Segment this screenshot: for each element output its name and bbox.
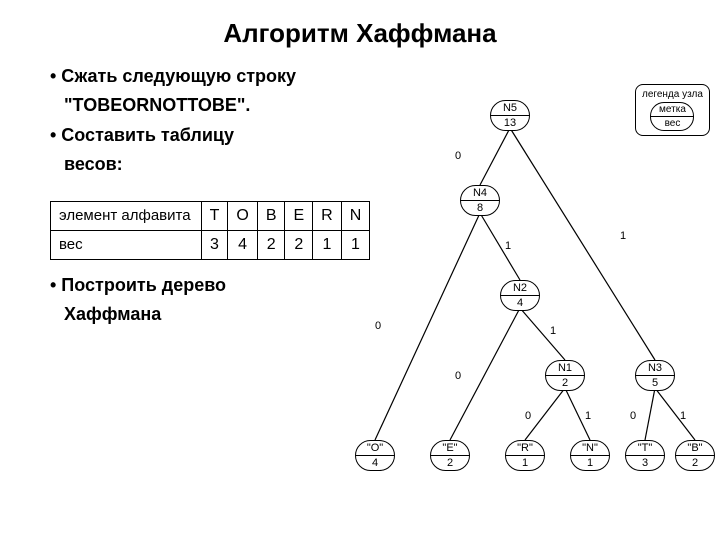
edge-label: 1 — [550, 325, 556, 337]
tree-node-e: "E"2 — [430, 440, 470, 471]
edge-label: 0 — [375, 320, 381, 332]
hdr-2: B — [257, 201, 285, 230]
tree-node-n1: N12 — [545, 360, 585, 391]
tree-edge — [510, 128, 655, 360]
node-label: N1 — [546, 361, 584, 376]
node-label: "O" — [356, 441, 394, 456]
node-label: "B" — [676, 441, 714, 456]
node-weight: 2 — [546, 376, 584, 390]
w-3: 2 — [285, 230, 313, 259]
node-label: N3 — [636, 361, 674, 376]
tree-node-n: "N"1 — [570, 440, 610, 471]
edge-label: 1 — [620, 230, 626, 242]
huffman-tree: легенда узла метка вес N513N48N24N12N35"… — [345, 90, 715, 520]
node-weight: 1 — [506, 456, 544, 470]
tree-edge — [480, 213, 520, 280]
table-row-weights: вес 3 4 2 2 1 1 — [51, 230, 370, 259]
node-label: "N" — [571, 441, 609, 456]
legend-node-top: метка — [651, 103, 693, 117]
tree-edge — [655, 388, 695, 440]
hdr-0: T — [201, 201, 228, 230]
node-weight: 13 — [491, 116, 529, 130]
edge-label: 0 — [630, 410, 636, 422]
node-weight: 2 — [676, 456, 714, 470]
edge-label: 0 — [455, 370, 461, 382]
node-label: N2 — [501, 281, 539, 296]
w-4: 1 — [313, 230, 342, 259]
tree-node-t: "T"3 — [625, 440, 665, 471]
legend-box: легенда узла метка вес — [635, 84, 710, 136]
tree-node-n2: N24 — [500, 280, 540, 311]
weights-table: элемент алфавита T O B E R N вес 3 4 2 2… — [50, 201, 370, 260]
node-label: "R" — [506, 441, 544, 456]
tree-node-b: "B"2 — [675, 440, 715, 471]
node-label: N4 — [461, 186, 499, 201]
node-weight: 5 — [636, 376, 674, 390]
w-0: 3 — [201, 230, 228, 259]
node-weight: 8 — [461, 201, 499, 215]
tree-node-o: "O"4 — [355, 440, 395, 471]
node-weight: 4 — [501, 296, 539, 310]
w-2: 2 — [257, 230, 285, 259]
node-weight: 1 — [571, 456, 609, 470]
w-1: 4 — [228, 230, 257, 259]
hdr-4: R — [313, 201, 342, 230]
hdr-3: E — [285, 201, 313, 230]
tree-edge — [520, 308, 565, 360]
row1-label: элемент алфавита — [51, 201, 202, 230]
node-weight: 4 — [356, 456, 394, 470]
node-weight: 2 — [431, 456, 469, 470]
legend-title: легенда узла — [642, 89, 703, 100]
node-label: N5 — [491, 101, 529, 116]
tree-node-n3: N35 — [635, 360, 675, 391]
edge-label: 1 — [680, 410, 686, 422]
bullet-1: • Сжать следующую строку — [50, 65, 690, 88]
tree-edge — [645, 388, 655, 440]
edge-label: 0 — [525, 410, 531, 422]
page-title: Алгоритм Хаффмана — [0, 0, 720, 49]
edge-label: 0 — [455, 150, 461, 162]
legend-node: метка вес — [650, 102, 694, 131]
node-label: "E" — [431, 441, 469, 456]
edge-label: 1 — [585, 410, 591, 422]
table-row-header: элемент алфавита T O B E R N — [51, 201, 370, 230]
row2-label: вес — [51, 230, 202, 259]
node-label: "T" — [626, 441, 664, 456]
tree-node-r: "R"1 — [505, 440, 545, 471]
edge-label: 1 — [505, 240, 511, 252]
tree-edge — [375, 213, 480, 440]
legend-node-bot: вес — [651, 117, 693, 130]
tree-node-n4: N48 — [460, 185, 500, 216]
tree-node-n5: N513 — [490, 100, 530, 131]
hdr-1: O — [228, 201, 257, 230]
node-weight: 3 — [626, 456, 664, 470]
tree-edge — [480, 128, 510, 185]
